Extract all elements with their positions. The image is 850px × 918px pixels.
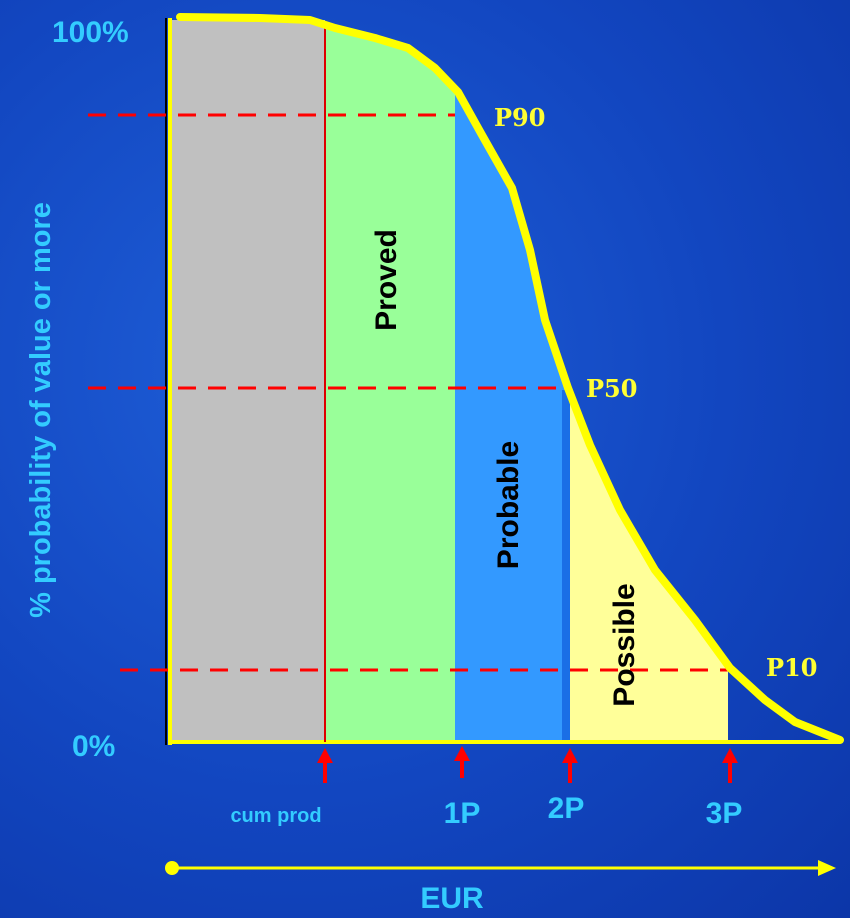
y-axis-label: % probability of value or more — [25, 202, 57, 618]
proved-region — [325, 28, 455, 742]
2p-label: 2P — [548, 792, 585, 825]
3p-arrow — [722, 748, 738, 783]
3p-label: 3P — [706, 797, 743, 830]
1p-label: 1P — [444, 797, 481, 830]
exceedance-curve — [176, 13, 844, 744]
probable-region-upper — [455, 88, 570, 742]
p50-label: P50 — [586, 374, 637, 403]
possible-label: Possible — [608, 583, 641, 706]
y-tick-0: 0% — [72, 730, 115, 763]
y-tick-100: 100% — [52, 16, 129, 49]
cum-prod-region — [170, 20, 325, 742]
proved-label: Proved — [370, 229, 403, 331]
eur-arrow — [165, 860, 836, 876]
probable-region-lower — [562, 390, 570, 742]
1p-arrow — [454, 746, 470, 778]
cum-prod-label: cum prod — [230, 805, 321, 827]
eur-label: EUR — [420, 882, 484, 915]
p90-label: P90 — [494, 103, 545, 132]
cum-prod-arrow — [317, 748, 333, 783]
p10-label: P10 — [766, 653, 817, 682]
probable-label: Probable — [492, 441, 525, 569]
2p-arrow — [562, 748, 578, 783]
